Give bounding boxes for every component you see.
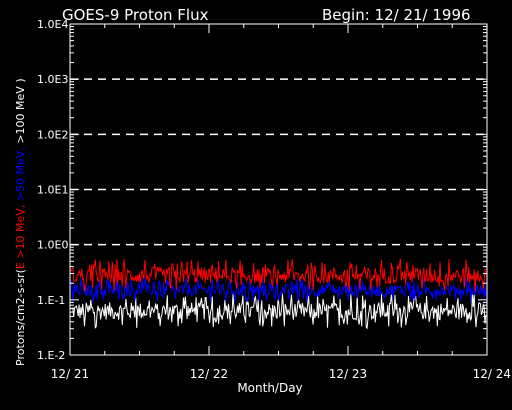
- y-tick-label: 1.0E3: [37, 73, 68, 86]
- y-tick-label: 1.0E2: [37, 128, 68, 141]
- chart-title: GOES-9 Proton Flux: [62, 6, 209, 24]
- begin-date: Begin: 12/ 21/ 1996: [322, 6, 471, 24]
- series-layer: [70, 258, 487, 330]
- y-label-unit: Protons/cm2-s-sr(: [14, 269, 27, 366]
- series-line-0: [70, 258, 487, 292]
- x-tick-label: 12/ 24: [473, 367, 511, 381]
- y-label-50mev: >50 MeV,: [14, 147, 27, 205]
- x-axis-label: Month/Day: [237, 381, 302, 395]
- x-tick-label: 12/ 23: [329, 367, 367, 381]
- y-tick-label: 1.0E0: [37, 239, 68, 252]
- y-axis-label: Protons/cm2-s-sr(E >10 MeV, >50 MeV, >10…: [14, 78, 27, 366]
- axes: [69, 23, 488, 356]
- y-tick-label: 1.0E1: [37, 184, 68, 197]
- y-label-10mev: E >10 MeV,: [14, 205, 27, 269]
- x-tick-label: 12/ 21: [51, 367, 89, 381]
- y-tick-label: 1.0E4: [37, 18, 68, 31]
- y-label-100mev: >100 MeV ): [14, 78, 27, 147]
- series-line-1: [70, 277, 487, 303]
- x-tick-label: 12/ 22: [190, 367, 228, 381]
- gridlines: [70, 78, 487, 246]
- series-line-2: [70, 293, 487, 330]
- y-tick-label: 1.E-1: [37, 294, 65, 307]
- y-tick-label: 1.E-2: [37, 349, 65, 362]
- tick-labels: 1.0E4 1.0E3 1.0E2 1.0E1 1.0E0 1.E-1 1.E-2 12/ 2…: [37, 18, 511, 381]
